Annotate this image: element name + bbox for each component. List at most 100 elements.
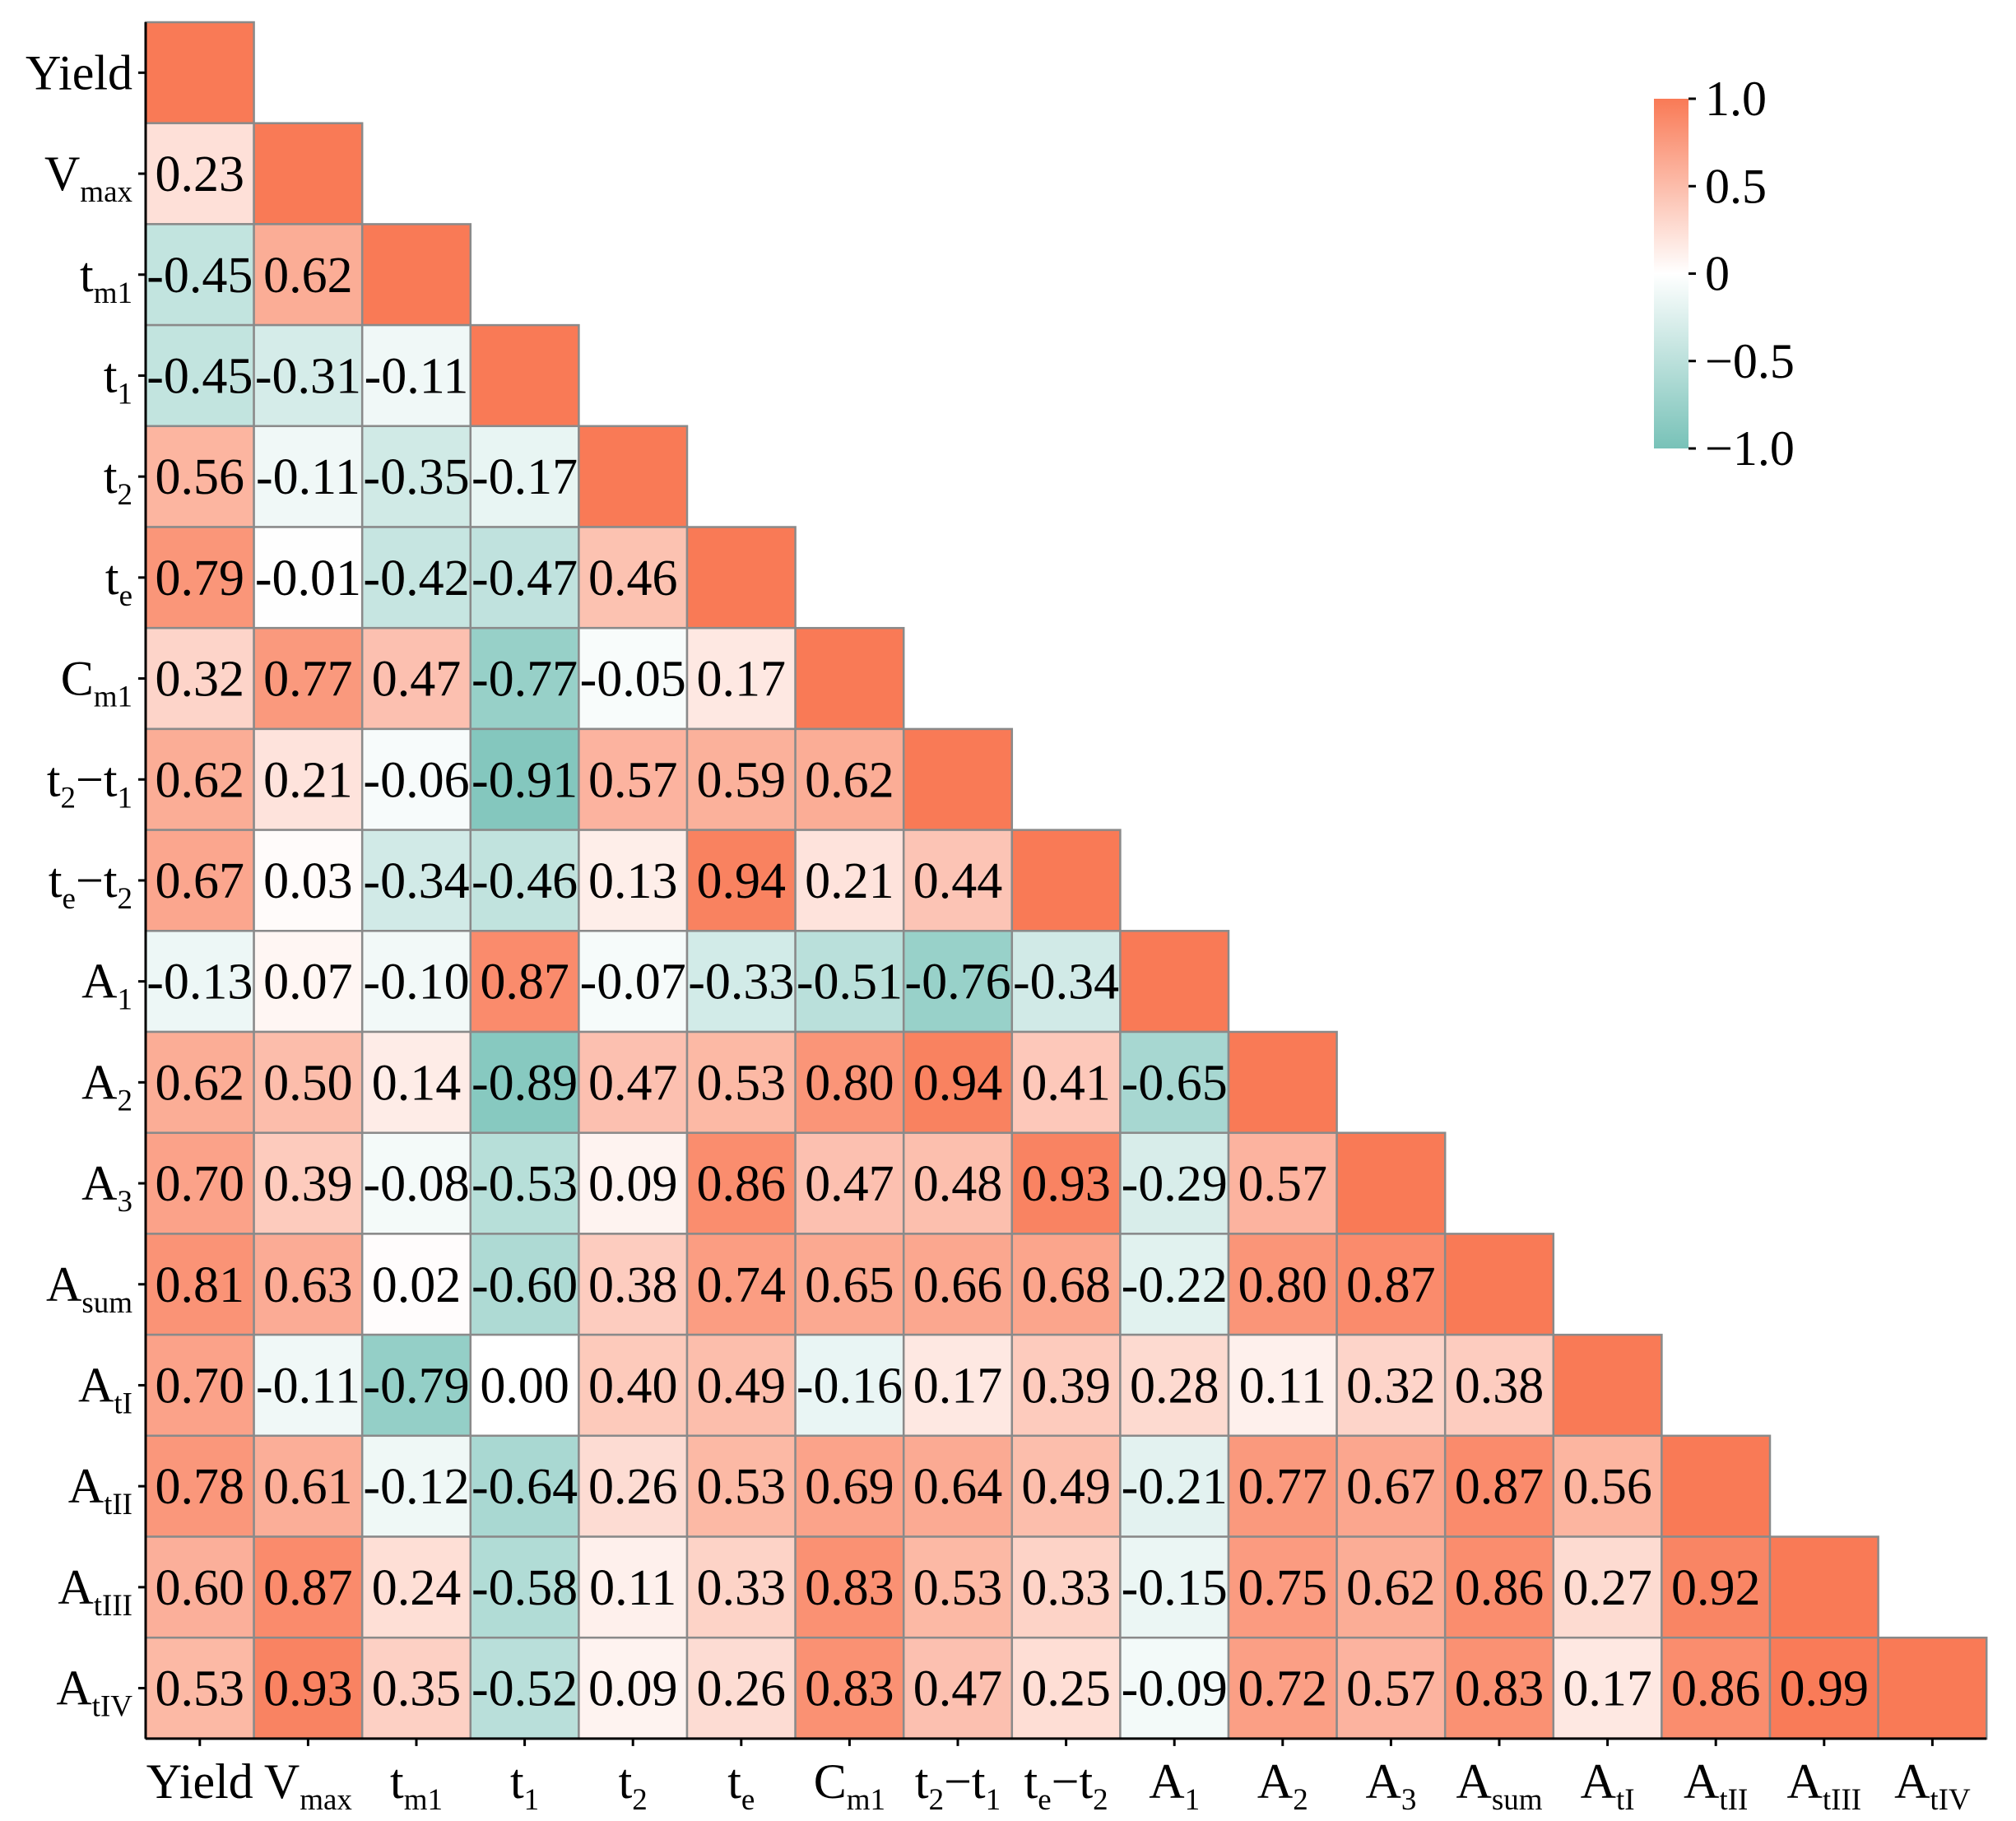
cell-value-label: -0.45 bbox=[146, 248, 253, 304]
heatmap-cell bbox=[902, 1434, 1014, 1538]
heatmap-cell bbox=[360, 1333, 472, 1438]
cell-value-label: 0.81 bbox=[156, 1257, 245, 1313]
cell-value-label: 0.66 bbox=[913, 1257, 1003, 1313]
cell-value-label: 0.38 bbox=[1455, 1358, 1545, 1414]
heatmap-cell bbox=[469, 1131, 580, 1235]
heatmap-cell bbox=[360, 829, 472, 932]
y-tick-label-ativ: AtIV bbox=[56, 1661, 132, 1724]
x-tick-label-t2: t2 bbox=[619, 1754, 648, 1817]
cell-value-label: 0.21 bbox=[805, 853, 894, 909]
cell-value-label: 0.56 bbox=[156, 449, 245, 505]
x-tick-label-asum: Asum bbox=[1456, 1754, 1542, 1817]
cell-value-label: -0.51 bbox=[797, 955, 903, 1010]
cell-value-label: -0.53 bbox=[471, 1156, 578, 1212]
cell-value-label: 0.62 bbox=[1346, 1560, 1436, 1616]
heatmap-cell bbox=[1443, 1636, 1555, 1740]
x-tick-label-cm1: Cm1 bbox=[814, 1754, 885, 1817]
heatmap-cell bbox=[685, 1434, 797, 1538]
diagonal-cell bbox=[360, 223, 472, 327]
cell-value-label: 0.53 bbox=[156, 1661, 245, 1717]
cell-value-label: 0.17 bbox=[697, 652, 787, 708]
cell-value-label: -0.52 bbox=[471, 1661, 578, 1717]
cell-value-label: 0.74 bbox=[697, 1257, 787, 1313]
heatmap-cell bbox=[1335, 1636, 1447, 1740]
cell-value-label: -0.10 bbox=[363, 955, 469, 1010]
heatmap-cell bbox=[1227, 1636, 1338, 1740]
x-tick-label-tm1: tm1 bbox=[390, 1754, 443, 1817]
cell-value-label: -0.91 bbox=[471, 752, 578, 808]
cell-value-label: 0.62 bbox=[156, 1055, 245, 1111]
cell-value-label: -0.33 bbox=[688, 955, 794, 1010]
heatmap-cell bbox=[794, 1333, 905, 1438]
x-tick-label-ati: AtI bbox=[1581, 1754, 1635, 1817]
heatmap-cell bbox=[360, 1434, 472, 1538]
heatmap-cell bbox=[1119, 1434, 1230, 1538]
heatmap-cell bbox=[902, 1233, 1014, 1336]
heatmap-cell bbox=[578, 526, 689, 629]
cell-value-label: 0.86 bbox=[1671, 1661, 1761, 1717]
heatmap-cell bbox=[360, 323, 472, 428]
heatmap-cell bbox=[578, 626, 689, 731]
heatmap-cell bbox=[253, 425, 364, 528]
heatmap-cell bbox=[469, 727, 580, 831]
heatmap-cell bbox=[1661, 1636, 1772, 1740]
cell-value-label: 0.41 bbox=[1021, 1055, 1111, 1111]
y-tick-label-atii: AtII bbox=[68, 1459, 132, 1521]
heatmap-cell bbox=[1119, 1131, 1230, 1235]
heatmap-cell bbox=[469, 526, 580, 629]
cell-value-label: -0.06 bbox=[363, 752, 469, 808]
cell-value-label: -0.21 bbox=[1122, 1459, 1228, 1515]
heatmap-cell bbox=[794, 1030, 905, 1134]
cell-value-label: 0.70 bbox=[156, 1358, 245, 1414]
heatmap-cell bbox=[469, 1434, 580, 1538]
cell-value-label: 0.70 bbox=[156, 1156, 245, 1212]
y-tick-label-atiii: AtIII bbox=[58, 1560, 132, 1623]
x-tick-label-te-t2: te−t2 bbox=[1024, 1754, 1108, 1817]
cell-value-label: 0.80 bbox=[805, 1055, 894, 1111]
heatmap-cell bbox=[1119, 1535, 1230, 1639]
cell-value-label: 0.48 bbox=[913, 1156, 1003, 1212]
diagonal-cell bbox=[144, 21, 255, 124]
x-tick-label-t2-t1: t2−t1 bbox=[915, 1754, 1001, 1817]
heatmap-cell bbox=[469, 1535, 580, 1639]
diagonal-cell bbox=[1010, 829, 1122, 932]
x-axis-tick-labels: Yield Vmax tm1 t1 t2 te Cm1 t2−t1 te−t2 A1 A2 A3 Asu… bbox=[146, 1754, 1971, 1817]
cell-value-label: 0.83 bbox=[805, 1560, 894, 1616]
diagonal-cell bbox=[902, 727, 1014, 831]
cell-value-label: -0.15 bbox=[1122, 1560, 1228, 1616]
cell-value-label: 0.26 bbox=[588, 1459, 678, 1515]
heatmap-cell bbox=[1335, 1535, 1447, 1639]
cell-value-label: -0.12 bbox=[363, 1459, 469, 1515]
colorbar-tick-label: 1.0 bbox=[1705, 72, 1767, 126]
cell-value-label: 0.21 bbox=[263, 752, 353, 808]
cell-value-label: 0.62 bbox=[263, 248, 353, 304]
cell-value-label: 0.46 bbox=[588, 550, 678, 606]
cell-value-label: -0.64 bbox=[471, 1459, 578, 1515]
cell-value-label: 0.14 bbox=[372, 1055, 462, 1111]
cell-value-label: -0.11 bbox=[256, 449, 360, 505]
cell-value-label: 0.61 bbox=[263, 1459, 353, 1515]
cell-value-label: 0.99 bbox=[1780, 1661, 1870, 1717]
heatmap-cell bbox=[144, 829, 255, 932]
cell-value-label: -0.65 bbox=[1122, 1055, 1228, 1111]
cell-value-label: -0.05 bbox=[580, 652, 686, 708]
x-tick-label-atiii: AtIII bbox=[1787, 1754, 1862, 1817]
heatmap-cell bbox=[902, 1030, 1014, 1134]
cell-value-label: -0.34 bbox=[1013, 955, 1119, 1010]
cell-value-label: 0.47 bbox=[913, 1661, 1003, 1717]
heatmap-cell bbox=[1010, 1233, 1122, 1336]
heatmap-cell bbox=[144, 323, 255, 428]
cell-value-label: 0.78 bbox=[156, 1459, 245, 1515]
cell-value-label: -0.22 bbox=[1122, 1257, 1228, 1313]
cell-value-label: 0.23 bbox=[156, 146, 245, 202]
heatmap-cell bbox=[253, 526, 364, 629]
x-tick-label-a3: A3 bbox=[1365, 1754, 1416, 1817]
cell-value-label: 0.86 bbox=[697, 1156, 787, 1212]
heatmap-cell bbox=[1010, 1030, 1122, 1134]
x-tick-label-ativ: AtIV bbox=[1894, 1754, 1971, 1817]
cell-value-label: 0.67 bbox=[156, 853, 245, 909]
cell-value-label: -0.08 bbox=[363, 1156, 469, 1212]
diagonal-cell bbox=[1768, 1535, 1879, 1639]
cell-value-label: -0.79 bbox=[363, 1358, 469, 1414]
cell-value-label: 0.86 bbox=[1455, 1560, 1545, 1616]
